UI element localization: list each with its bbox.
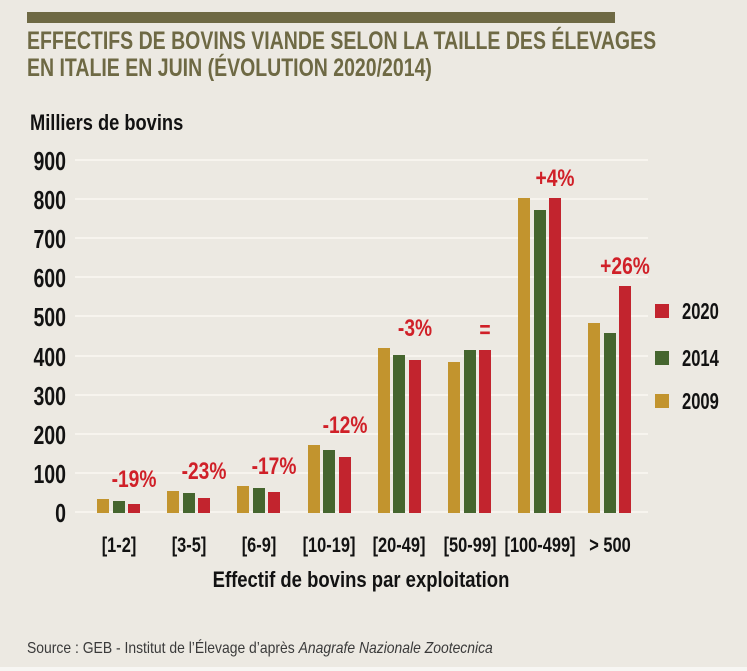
legend-swatch-2009 [655,394,669,408]
bar-2009-[3-5] [167,491,180,513]
gridline-0 [75,511,648,513]
annotation-change-pct: = [479,316,491,344]
gridline-600 [75,276,648,279]
legend-label: 2014 [682,344,719,371]
y-axis-tick-label: 300 [33,380,66,411]
x-axis-category-label: [50-99] [443,534,496,557]
gridline-800 [75,198,648,201]
bar-2020-[1-2] [128,503,140,513]
bar-2020-> 500 [619,286,632,513]
bar-2020-[100-499] [549,198,562,513]
x-axis-category-label: [6-9] [241,534,277,557]
legend-item-2014: 2014 [655,345,733,371]
gridline-400 [75,354,648,357]
bar-2009-[100-499] [518,198,531,513]
annotation-change-pct: +4% [535,165,575,193]
bar-2009-[10-19] [307,444,320,513]
gridline-700 [75,237,648,240]
y-axis-tick-label: 400 [33,341,66,372]
gridline-200 [75,432,648,435]
legend-label: 2020 [682,297,719,324]
x-axis-category-label: [10-19] [302,534,356,557]
bar-2014-[100-499] [533,209,546,513]
annotation-change-pct: -23% [181,458,227,486]
annotation-change-pct: -19% [111,465,157,493]
bar-2020-[3-5] [198,497,211,513]
legend-swatch-2020 [655,304,669,318]
legend-item-2009: 2009 [655,388,733,414]
gridline-300 [75,393,648,396]
annotation-change-pct: +26% [600,253,651,281]
legend-swatch-2014 [655,351,669,365]
bar-2009-> 500 [588,323,601,513]
bar-2020-[50-99] [479,350,491,513]
bar-2014-[20-49] [393,354,406,513]
y-axis-tick-label: 200 [33,419,66,450]
bar-2014-[10-19] [323,449,336,513]
bar-2014-[3-5] [182,493,195,513]
bar-2009-[20-49] [377,348,390,513]
annotation-change-pct: -17% [251,452,297,480]
bar-2014-[6-9] [252,487,265,513]
source-italic-text: Anagrafe Nazionale Zootecnica [298,640,493,657]
gridline-900 [75,159,648,161]
y-axis-tick-label: 0 [55,498,66,528]
chart-title: EFFECTIFS DE BOVINS VIANDE SELON LA TAIL… [27,28,656,82]
y-axis-tick-label: 900 [33,146,66,176]
y-axis-tick-label: 500 [33,302,66,333]
x-axis-category-label: [20-49] [372,534,426,557]
y-axis-tick-label: 600 [33,263,66,294]
source-note: Source : GEB - Institut de l’Élevage d’a… [27,640,493,658]
bar-2014-[1-2] [112,501,125,513]
annotation-change-pct: -3% [397,315,432,343]
x-axis-category-label: [100-499] [504,534,576,557]
x-axis-category-label: > 500 [589,534,631,557]
bar-2014-> 500 [603,333,616,513]
chart-title-line1: EFFECTIFS DE BOVINS VIANDE SELON LA TAIL… [27,27,657,55]
bar-2014-[50-99] [463,349,476,513]
x-axis-category-label: [1-2] [101,534,136,557]
bar-2009-[1-2] [97,498,109,513]
legend-label: 2009 [682,387,719,414]
y-axis-tick-label: 100 [33,458,66,489]
gridline-500 [75,315,648,318]
bar-2009-[50-99] [448,361,460,513]
title-accent-rule [27,12,615,23]
source-text: Source : GEB - Institut de l’Élevage d’a… [27,640,299,657]
y-axis-tick-label: 800 [33,185,66,216]
y-axis-tick-label: 700 [33,224,66,255]
bar-2020-[6-9] [268,492,281,513]
bar-2009-[6-9] [237,485,250,513]
bar-2020-[20-49] [408,359,421,513]
x-axis-category-label: [3-5] [171,534,206,557]
legend-item-2020: 2020 [655,298,733,324]
annotation-change-pct: -12% [322,411,368,439]
plot-area: -19% -23% -17% -12% -3% = +4% +26% [75,149,651,513]
bar-2020-[10-19] [338,457,351,513]
chart-title-line2: EN ITALIE EN JUIN (ÉVOLUTION 2020/2014) [27,54,432,82]
x-axis-title: Effectif de bovins par exploitation [212,567,510,592]
y-axis-title: Milliers de bovins [30,110,184,135]
gridline-100 [75,471,648,474]
bottom-strip [0,667,747,671]
